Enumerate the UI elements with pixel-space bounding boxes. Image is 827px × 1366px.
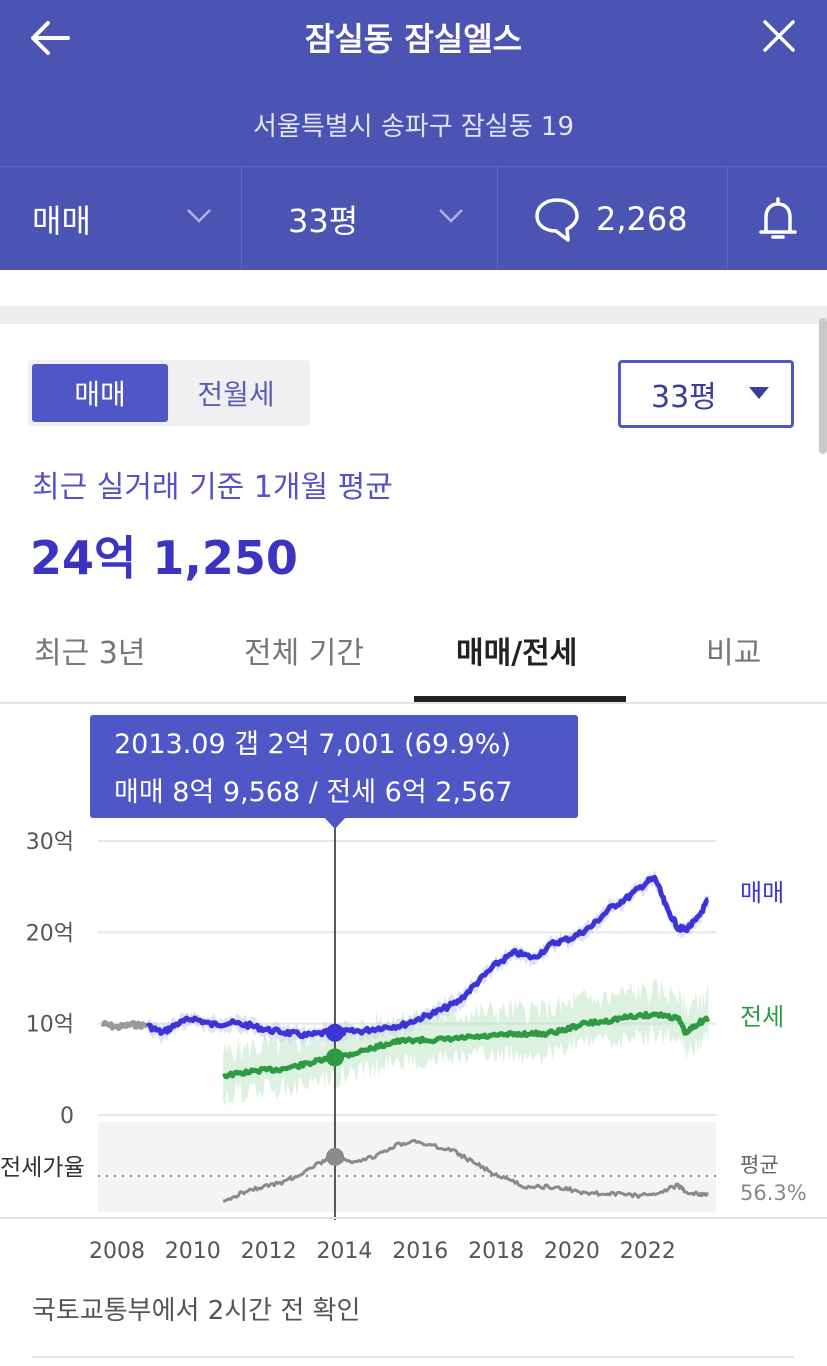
x-tick-label: 2022 <box>620 1239 676 1264</box>
x-tick-label: 2020 <box>544 1239 600 1264</box>
ratio-label: 전세가율 <box>0 1155 85 1181</box>
x-tick-label: 2016 <box>392 1239 448 1264</box>
tab-all-period[interactable]: 전체 기간 <box>244 636 364 671</box>
y-tick-label: 10억 <box>26 1013 74 1038</box>
series-label-jeonse: 전세 <box>740 1003 784 1031</box>
highlight-sale-dot <box>325 1023 344 1042</box>
chevron-down-icon <box>187 209 211 223</box>
sale-history-line <box>100 1019 149 1031</box>
area-label: 33평 <box>288 202 359 240</box>
section-divider <box>0 270 827 324</box>
tab-recent-3y[interactable]: 최근 3년 <box>34 636 146 671</box>
highlight-ratio-dot <box>325 1147 344 1166</box>
sale-line <box>145 874 710 1040</box>
ratio-average-value: 56.3% <box>740 1181 807 1205</box>
deal-type-dropdown[interactable]: 매매 <box>0 167 242 271</box>
triangle-down-icon <box>749 387 769 399</box>
tab-sale-jeonse[interactable]: 매매/전세 <box>456 636 578 671</box>
tab-compare[interactable]: 비교 <box>706 636 762 671</box>
ratio-band <box>98 1122 716 1212</box>
x-tick-label: 2012 <box>241 1239 297 1264</box>
x-tick-label: 2014 <box>316 1239 372 1264</box>
comments-count: 2,268 <box>596 200 688 238</box>
price-subtitle: 최근 실거래 기준 1개월 평균 <box>32 470 393 505</box>
deal-type-label: 매매 <box>32 202 91 240</box>
area-select[interactable]: 33평 <box>618 360 794 428</box>
close-icon[interactable] <box>759 16 799 56</box>
back-arrow-icon[interactable] <box>28 18 72 58</box>
data-source: 국토교통부에서 2시간 전 확인 <box>32 1296 361 1326</box>
chevron-down-icon <box>439 209 463 223</box>
comments-button[interactable]: 2,268 <box>498 167 728 271</box>
price-chart[interactable]: 30억 20억 10억 0 2013.09 갭 2억 7,001 (69.9%) 매매… <box>0 705 827 1275</box>
segment-rent[interactable]: 전월세 <box>197 378 275 411</box>
notification-button[interactable] <box>728 167 827 271</box>
period-tabs: 최근 3년 전체 기간 매매/전세 비교 <box>0 620 827 704</box>
deal-segment-control: 매매 전월세 <box>28 360 310 426</box>
x-tick-label: 2008 <box>89 1239 145 1264</box>
jeonse-line <box>222 1010 711 1080</box>
bottom-divider <box>32 1356 794 1358</box>
series-label-sale: 매매 <box>740 879 784 907</box>
segment-sale[interactable]: 매매 <box>32 364 168 422</box>
tooltip-line-2: 매매 8억 9,568 / 전세 6억 2,567 <box>114 777 513 808</box>
bell-icon <box>758 197 797 239</box>
active-tab-indicator <box>414 696 626 702</box>
app-header: 잠실동 잠실엘스 서울특별시 송파구 잠실동 19 매매 33평 2,268 <box>0 0 827 271</box>
y-tick-label: 0 <box>60 1104 74 1129</box>
y-tick-label: 20억 <box>26 921 74 946</box>
address-text: 서울특별시 송파구 잠실동 19 <box>253 112 574 142</box>
area-select-value: 33평 <box>651 380 717 415</box>
area-dropdown[interactable]: 33평 <box>242 167 498 271</box>
tooltip-pointer <box>323 817 346 829</box>
ratio-line <box>222 1138 709 1203</box>
ratio-average-label: 평균 <box>740 1153 779 1177</box>
x-tick-label: 2018 <box>468 1239 524 1264</box>
jeonse-range-band <box>223 979 709 1107</box>
x-tick-label: 2010 <box>165 1239 221 1264</box>
tooltip-box <box>90 715 578 818</box>
speech-bubble-icon <box>535 198 579 242</box>
scrollbar[interactable] <box>819 318 827 454</box>
page-title: 잠실동 잠실엘스 <box>304 20 523 58</box>
filter-bar: 매매 33평 2,268 <box>0 166 827 271</box>
y-tick-label: 30억 <box>26 830 74 855</box>
tooltip-line-1: 2013.09 갭 2억 7,001 (69.9%) <box>114 729 511 760</box>
highlight-jeonse-dot <box>325 1048 344 1067</box>
average-price: 24억 1,250 <box>30 531 298 585</box>
